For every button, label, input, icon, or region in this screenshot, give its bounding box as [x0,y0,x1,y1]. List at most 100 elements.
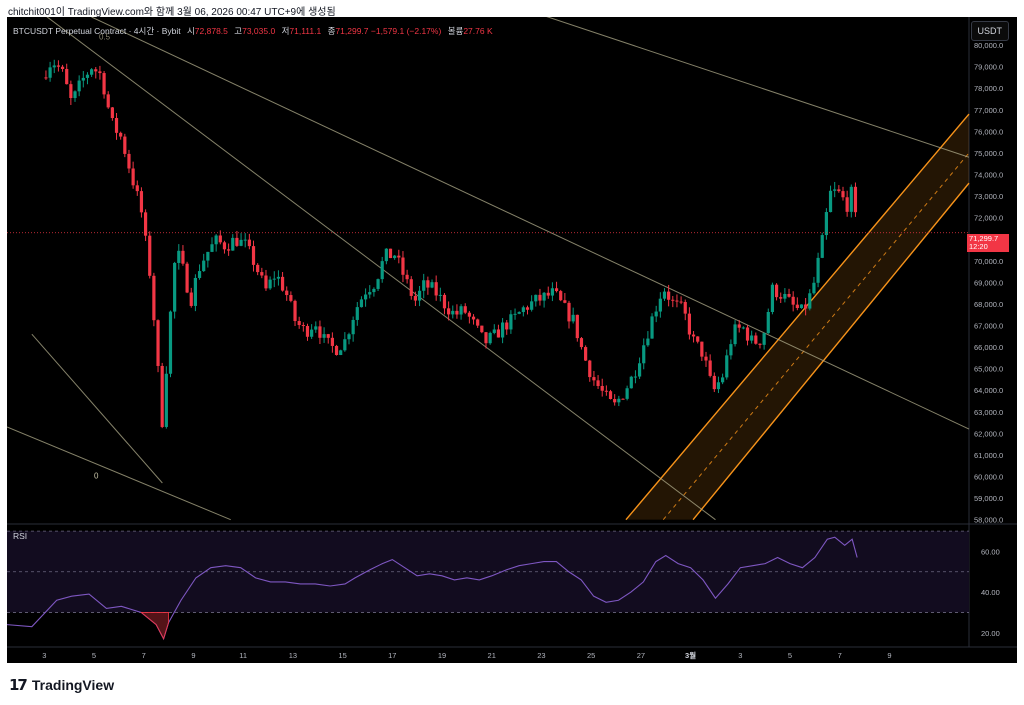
candle-body [841,191,845,198]
chart-area[interactable]: 0.5 0 80,000.0 79,000.0 78,000.0 77,000.0 76,… [7,17,1017,663]
attribution-text: chitchit001이 TradingView.com와 함께 3월 06, … [8,7,336,18]
rsi-label[interactable]: RSI [13,531,28,541]
candle-body [721,377,725,383]
rsi-tick-label: 40.00 [981,588,1000,597]
candle-body [617,398,621,403]
candle-body [588,360,592,378]
time-tick-label: 11 [239,651,247,660]
low-value: 71,111.1 [289,26,322,36]
candle-body [368,292,372,295]
candle-body [430,282,434,288]
price-tick-label: 69,000.0 [974,278,1003,287]
candle-body [243,239,247,241]
trendline-2 [46,17,716,521]
candle-body [193,277,197,306]
symbol-name[interactable]: BTCUSDT Perpetual Contract · 4시간 · Bybit [13,26,181,36]
candle-body [787,293,791,297]
chart-canvas[interactable]: 0.5 0 80,000.0 79,000.0 78,000.0 77,000.0 76,… [7,17,1017,663]
fib-label-bottom: 0 [94,472,99,481]
time-tick-label: 23 [537,651,545,660]
candle-body [662,291,667,299]
candle-body [741,327,745,329]
trendline-3 [546,17,970,158]
candle-body [247,239,251,247]
candle-body [110,107,114,119]
candle-body [426,280,430,288]
candle-body [355,307,359,320]
candle-body [339,350,343,356]
candle-countdown: 12:20 [969,242,988,251]
candle-body [409,279,413,296]
candle-body [235,237,239,246]
time-tick-label: 9 [887,651,891,660]
candle-body [799,304,804,309]
candle-body [168,311,173,374]
currency-button[interactable]: USDT [970,21,1009,41]
candle-body [471,316,476,320]
candle-body [185,263,189,293]
trendline-1 [91,17,970,430]
candle-body [376,279,380,289]
candle-body [422,280,426,291]
candle-body [783,293,787,299]
price-tick-label: 58,000.0 [974,516,1003,525]
candle-body [56,65,61,67]
candle-body [712,375,716,390]
rsi-line [7,536,858,641]
candle-body [758,343,762,345]
candle-body [484,332,488,344]
candle-body [812,282,816,294]
candle-body [102,73,106,95]
candle-body [608,391,613,400]
candle-body [654,311,658,317]
high-label: 고 [234,26,243,36]
tradingview-logo-icon: 17 [9,676,28,694]
last-price-value: 71,299.7 [969,234,999,243]
candle-body [318,326,322,338]
candle-body [600,386,604,391]
price-tick-label: 63,000.0 [974,408,1003,417]
candle-body [447,308,451,315]
candle-body [824,212,828,236]
candle-body [397,255,401,258]
channel-lower-line [692,182,970,521]
candle-body [517,312,521,314]
close-label: 종 [327,26,336,36]
candle-body [401,257,405,275]
candle-body [60,66,65,69]
candle-body [559,291,563,301]
candle-body [770,284,775,313]
candle-body [459,306,463,315]
rsi-tick-label: 60.00 [981,547,1000,556]
candle-body [44,77,48,79]
price-tick-label: 61,000.0 [974,451,1003,460]
candle-body [837,189,841,192]
price-tick-label: 78,000.0 [974,84,1003,93]
candle-body [239,239,243,246]
tradingview-logo[interactable]: 17 TradingView [9,676,114,694]
candle-body [621,398,625,400]
candle-body [696,336,700,342]
candle-body [106,94,110,108]
candle-body [451,310,455,315]
close-value: 71,299.7 [335,26,369,36]
candle-body [326,334,330,338]
rsi-tick-label: 20.00 [981,629,1000,638]
candle-body [575,314,579,339]
candle-body [849,186,853,212]
price-tick-label: 68,000.0 [974,300,1003,309]
candle-body [272,278,276,280]
candle-body [314,326,318,330]
candle-body [762,333,766,345]
candle-body [625,388,629,399]
candle-body [90,69,94,75]
price-tick-label: 65,000.0 [974,365,1003,374]
candle-body [463,306,467,313]
candle-body [256,264,260,273]
volume-label: 볼륨 [447,26,464,36]
candle-body [833,189,837,191]
time-tick-label: 9 [191,651,195,660]
fib-label-top: 0.5 [99,33,111,42]
candle-body [123,136,127,154]
candle-body [81,77,85,81]
